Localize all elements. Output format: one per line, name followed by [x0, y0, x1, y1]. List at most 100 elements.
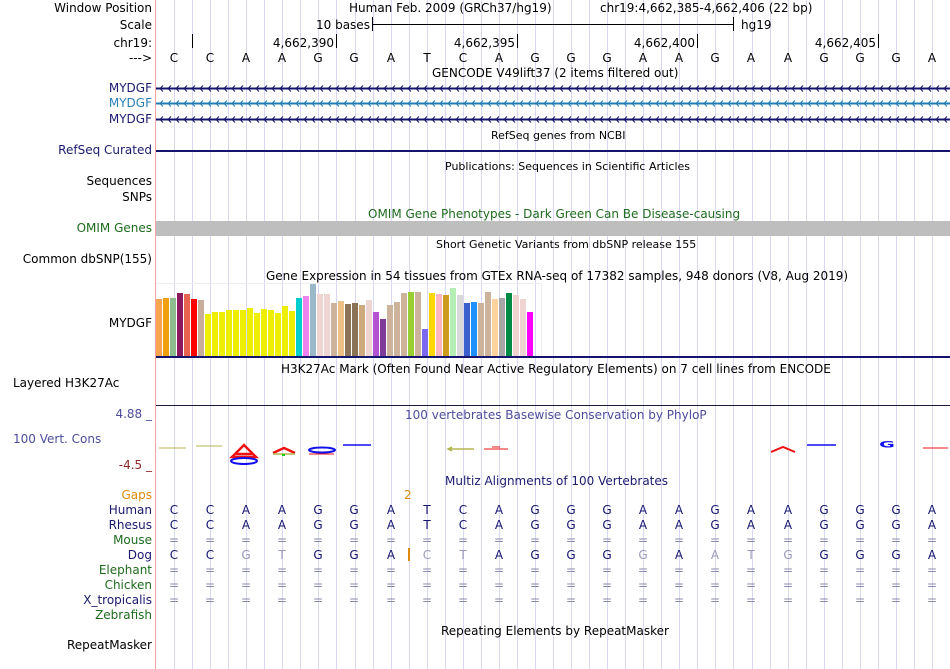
gtex-bar[interactable]: [317, 294, 323, 356]
gencode-item-label[interactable]: MYDGF: [108, 112, 152, 126]
gtex-bar[interactable]: [331, 303, 337, 356]
species-label[interactable]: Dog: [127, 548, 152, 562]
gtex-bar[interactable]: [471, 302, 477, 356]
strand-arrow-icon: [407, 116, 412, 123]
gtex-bar[interactable]: [240, 310, 246, 356]
gtex-bar[interactable]: [289, 311, 295, 356]
gtex-bar[interactable]: [226, 310, 232, 356]
alignment-base: =: [601, 563, 613, 577]
species-label[interactable]: Chicken: [104, 578, 152, 592]
gtex-bar[interactable]: [485, 292, 491, 356]
alignment-base: G: [349, 503, 359, 517]
gtex-bar[interactable]: [366, 300, 372, 356]
gtex-bar[interactable]: [247, 308, 253, 356]
species-label[interactable]: Mouse: [113, 533, 152, 547]
gtex-chart[interactable]: [156, 283, 542, 356]
gtex-bar[interactable]: [282, 306, 288, 356]
gencode-transcript[interactable]: [156, 115, 950, 124]
gtex-bar[interactable]: [464, 303, 470, 356]
species-label[interactable]: Elephant: [98, 563, 152, 577]
gtex-bar[interactable]: [450, 288, 456, 356]
gtex-bar[interactable]: [457, 295, 463, 356]
gtex-bar[interactable]: [380, 319, 386, 356]
gtex-bar[interactable]: [212, 312, 218, 356]
gtex-bar[interactable]: [198, 300, 204, 356]
gtex-bar[interactable]: [303, 296, 309, 356]
ruler-tick: [878, 34, 879, 48]
gtex-bar[interactable]: [268, 310, 274, 356]
gtex-label[interactable]: MYDGF: [108, 316, 152, 330]
gtex-bar[interactable]: [296, 298, 302, 356]
gtex-bar[interactable]: [254, 313, 260, 356]
gtex-bar[interactable]: [345, 304, 351, 356]
gtex-bar[interactable]: [373, 312, 379, 356]
refseq-label[interactable]: RefSeq Curated: [58, 143, 152, 157]
gtex-bar[interactable]: [310, 284, 316, 356]
gtex-bar[interactable]: [352, 303, 358, 356]
track-data-area[interactable]: Human Feb. 2009 (GRCh37/hg19) chr19:4,66…: [156, 0, 950, 669]
gtex-bar[interactable]: [422, 329, 428, 356]
species-label[interactable]: Zebrafish: [95, 608, 152, 622]
gtex-bar[interactable]: [443, 295, 449, 356]
gtex-bar[interactable]: [436, 294, 442, 356]
omim-label[interactable]: OMIM Genes: [76, 221, 152, 235]
gtex-bar[interactable]: [191, 299, 197, 356]
gtex-bar[interactable]: [499, 298, 505, 356]
gtex-bar[interactable]: [163, 298, 169, 356]
publications-label-2[interactable]: SNPs: [122, 190, 152, 204]
gencode-item-label[interactable]: MYDGF: [108, 96, 152, 110]
gencode-transcript[interactable]: [156, 99, 950, 108]
gtex-bar[interactable]: [338, 301, 344, 356]
gtex-bar[interactable]: [184, 294, 190, 356]
gtex-bar[interactable]: [359, 305, 365, 356]
gtex-bar[interactable]: [401, 293, 407, 356]
strand-arrow-icon: [247, 116, 252, 123]
publications-label[interactable]: Sequences: [86, 174, 152, 188]
gtex-bar[interactable]: [492, 299, 498, 356]
repeatmasker-label[interactable]: RepeatMasker: [66, 638, 152, 652]
omim-gene-bar[interactable]: [156, 221, 950, 236]
species-label[interactable]: Human: [108, 503, 152, 517]
strand-arrow-icon: [567, 116, 572, 123]
grid-line: [589, 0, 590, 669]
species-label[interactable]: Rhesus: [108, 518, 152, 532]
gtex-bar[interactable]: [177, 293, 183, 356]
refseq-title: RefSeq genes from NCBI: [491, 129, 626, 142]
gtex-bar[interactable]: [513, 295, 519, 356]
gencode-item-label[interactable]: MYDGF: [108, 81, 152, 95]
strand-arrow-icon: [783, 100, 788, 107]
phylop-label[interactable]: 100 Vert. Cons: [13, 432, 102, 446]
gtex-bar[interactable]: [219, 312, 225, 356]
alignment-base: =: [926, 593, 938, 607]
gencode-transcript[interactable]: [156, 84, 950, 93]
gtex-bar[interactable]: [275, 313, 281, 356]
gtex-bar[interactable]: [527, 312, 533, 356]
gtex-bar[interactable]: [478, 303, 484, 356]
species-label[interactable]: X_tropicalis: [83, 593, 152, 607]
gtex-bar[interactable]: [233, 310, 239, 356]
gtex-bar[interactable]: [520, 299, 526, 356]
gtex-bar[interactable]: [429, 293, 435, 356]
ruler-base: A: [746, 51, 756, 65]
gtex-bar[interactable]: [506, 293, 512, 356]
alignment-base: =: [890, 593, 902, 607]
phylop-logo[interactable]: G: [156, 430, 950, 470]
scale-db: hg19: [741, 18, 772, 32]
refseq-gene-line[interactable]: [156, 150, 950, 152]
gtex-bar[interactable]: [205, 314, 211, 356]
gtex-bar[interactable]: [394, 302, 400, 356]
strand-arrow-icon: [583, 85, 588, 92]
dbsnp-label[interactable]: Common dbSNP(155): [22, 252, 152, 266]
gtex-bar[interactable]: [415, 292, 421, 356]
strand-arrow-icon: [647, 116, 652, 123]
strand-arrow-icon: [607, 100, 612, 107]
gtex-bar[interactable]: [324, 294, 330, 356]
alignment-base: =: [854, 533, 866, 547]
track-labels: Window Position Scale chr19: ---> MYDGF …: [0, 0, 154, 669]
gtex-bar[interactable]: [408, 292, 414, 356]
gtex-bar[interactable]: [261, 309, 267, 356]
gtex-bar[interactable]: [170, 298, 176, 356]
h3k27ac-label[interactable]: Layered H3K27Ac: [13, 376, 120, 390]
gtex-bar[interactable]: [387, 305, 393, 356]
gtex-bar[interactable]: [156, 299, 162, 356]
